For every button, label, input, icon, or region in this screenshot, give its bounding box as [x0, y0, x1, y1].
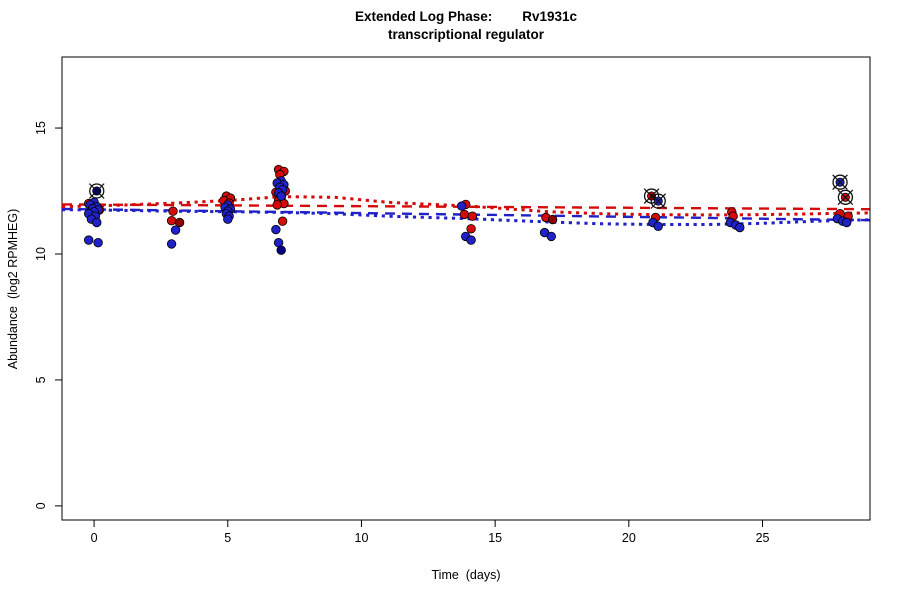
circled-data-point-cross	[837, 189, 854, 206]
data-point-blue	[457, 201, 467, 211]
circled-data-point-ring	[832, 174, 848, 190]
data-point-blue	[271, 224, 281, 235]
y-axis-tick-label: 0	[34, 502, 48, 509]
x-axis-tick-label: 25	[756, 531, 770, 545]
data-point-blue	[170, 225, 181, 235]
data-point-red	[459, 209, 470, 220]
data-point-blue	[546, 231, 557, 242]
data-point-blue	[92, 217, 102, 228]
chart-title: Extended Log Phase: Rv1931c transcriptio…	[62, 8, 870, 44]
circled-data-point-cross	[832, 174, 848, 191]
data-point-blue	[83, 235, 94, 245]
chart-title-line1: Extended Log Phase: Rv1931c	[354, 9, 578, 24]
data-point-blue	[653, 221, 663, 232]
data-point-blue	[466, 235, 476, 245]
x-axis-label: Time (days)	[431, 568, 501, 582]
x-axis-tick-label: 20	[622, 531, 636, 545]
x-axis-tick-label: 5	[224, 531, 231, 545]
red-smooth-fit	[61, 195, 870, 217]
data-point-blue	[166, 239, 177, 249]
data-point-red	[166, 215, 177, 226]
data-point-red	[466, 224, 476, 234]
data-point-red	[168, 206, 178, 216]
circled-data-point-cross	[88, 183, 105, 199]
data-point-blue	[93, 237, 103, 248]
circled-data-point-ring	[837, 189, 854, 205]
data-point-navy	[276, 245, 286, 255]
data-point-dark_red	[547, 214, 558, 225]
x-axis-tick-label: 10	[355, 531, 369, 545]
circled-data-point-ring	[89, 183, 105, 199]
x-axis-tick-label: 0	[91, 531, 98, 545]
data-point-dark_red	[174, 217, 185, 228]
data-point-red	[272, 200, 282, 210]
y-axis-tick-label: 10	[34, 247, 48, 261]
y-axis-label: Abundance (log2 RPMHEG)	[6, 208, 20, 370]
plot-frame	[61, 56, 871, 521]
circled-data-point-cross	[650, 193, 667, 209]
chart-title-line2: transcriptional regulator	[387, 27, 545, 42]
data-point-blue	[842, 217, 852, 228]
x-axis-tick-label: 15	[488, 531, 502, 545]
data-point-blue	[223, 214, 233, 224]
data-point-red	[277, 216, 288, 226]
circled-data-point-ring	[650, 193, 666, 209]
y-axis-tick-label: 15	[34, 121, 48, 135]
data-point-red	[467, 211, 478, 221]
y-axis-tick-label: 5	[34, 376, 48, 383]
blue-smooth-fit	[61, 208, 870, 226]
data-point-blue	[276, 191, 286, 201]
data-point-blue	[735, 222, 745, 233]
circled-data-point-cross	[643, 188, 660, 204]
